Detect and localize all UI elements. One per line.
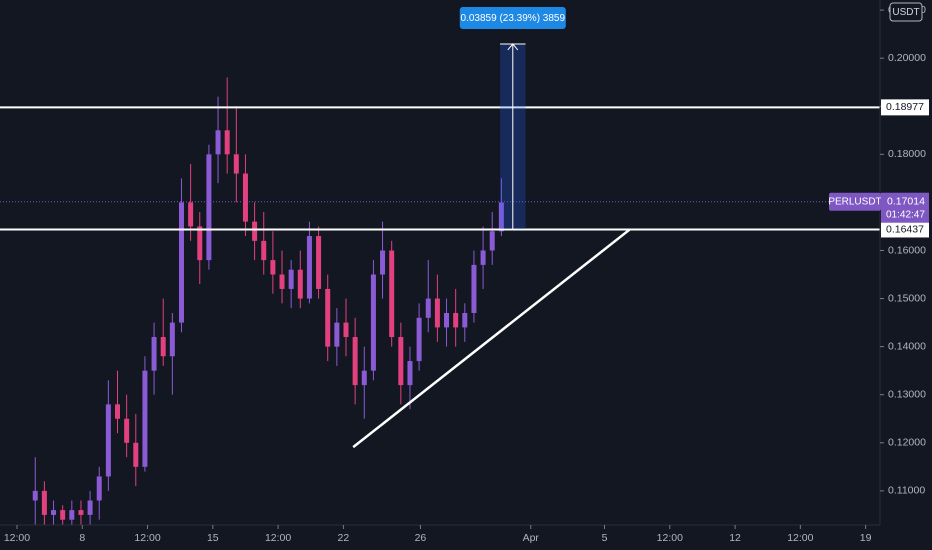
candle-body xyxy=(489,231,495,251)
currency-badge[interactable] xyxy=(889,2,923,22)
measure-label: 0.03859 (23.39%) 3859 xyxy=(461,13,566,24)
currency-label[interactable]: USDT xyxy=(892,7,919,18)
candle-body xyxy=(407,361,413,386)
countdown: 01:42:47 xyxy=(886,209,925,220)
y-tick-label: 0.18000 xyxy=(888,148,926,160)
candle-body xyxy=(334,322,340,347)
candle-body xyxy=(361,370,367,386)
x-tick-label: 12:00 xyxy=(657,532,683,544)
x-tick-label: 12 xyxy=(729,532,741,544)
x-tick-label: 12:00 xyxy=(265,532,291,544)
candle-body xyxy=(151,337,157,371)
x-tick-label: 5 xyxy=(602,532,608,544)
candle-body xyxy=(242,173,248,222)
symbol-box xyxy=(829,192,881,211)
y-tick-label: 0.14000 xyxy=(888,340,926,352)
candle-body xyxy=(60,510,66,520)
candle-body xyxy=(453,312,459,328)
candle-body xyxy=(352,337,358,386)
candle-body xyxy=(133,442,139,467)
price-label: 0.18977 xyxy=(886,101,924,113)
candle-body xyxy=(498,202,504,232)
candle-body xyxy=(425,298,431,318)
candle-body xyxy=(279,274,285,289)
candle-body xyxy=(160,337,166,357)
candle-body xyxy=(51,510,57,515)
candle-body xyxy=(169,322,175,357)
candle-body xyxy=(343,322,349,338)
candle-body xyxy=(78,510,84,515)
candle-body xyxy=(252,221,258,241)
candle-body xyxy=(215,130,221,155)
candle-body xyxy=(115,404,121,419)
candle-body xyxy=(480,250,486,265)
measure-label-box xyxy=(459,7,566,29)
candle-body xyxy=(398,337,404,386)
candle-body xyxy=(105,404,111,477)
candle-body xyxy=(69,510,75,520)
candle-body xyxy=(288,269,294,289)
y-tick-label: 0.15000 xyxy=(888,292,926,304)
x-tick-label: 19 xyxy=(860,532,872,544)
candle-body xyxy=(233,154,239,174)
last-price: 0.17014 xyxy=(887,196,925,208)
x-tick-label: 22 xyxy=(338,532,350,544)
y-tick-label: 0.13000 xyxy=(888,388,926,400)
trendline[interactable] xyxy=(352,228,631,449)
price-axis xyxy=(880,0,932,550)
x-tick-label: 15 xyxy=(207,532,219,544)
candle-body xyxy=(306,236,312,299)
candle-body xyxy=(96,476,102,501)
candle-body xyxy=(370,274,376,371)
y-tick-label: 0.11000 xyxy=(888,485,925,497)
x-tick-label: 8 xyxy=(79,532,85,544)
candle-body xyxy=(261,240,267,261)
candle-body xyxy=(224,130,230,155)
y-tick-label: 0.16000 xyxy=(888,244,926,256)
candle-body xyxy=(270,260,276,275)
x-tick-label: 12:00 xyxy=(787,532,813,544)
candle-body xyxy=(178,202,184,323)
time-axis xyxy=(0,525,932,550)
candle-body xyxy=(142,370,148,467)
price-label-box xyxy=(881,99,929,116)
candle-body xyxy=(297,269,303,299)
price-label: 0.16437 xyxy=(886,223,924,235)
candle-body xyxy=(188,202,194,227)
y-tick-label: 0.12000 xyxy=(888,437,926,449)
candle-body xyxy=(32,490,38,501)
candle-body xyxy=(206,154,212,261)
y-tick-label: 0.20000 xyxy=(888,52,926,64)
candle-body xyxy=(316,236,322,289)
price-label-box xyxy=(881,221,929,238)
last-price-box xyxy=(881,192,929,223)
candle-body xyxy=(325,288,331,347)
x-tick-label: Apr xyxy=(523,532,540,544)
candle-body xyxy=(380,250,386,275)
candle-body xyxy=(87,500,93,515)
candle-body xyxy=(197,226,203,261)
x-tick-label: 12:00 xyxy=(134,532,160,544)
candle-body xyxy=(471,264,477,313)
candle-body xyxy=(444,312,450,328)
candle-body xyxy=(124,418,130,443)
candle-body xyxy=(389,250,395,338)
candle-body xyxy=(434,298,440,328)
x-tick-label: 12:00 xyxy=(4,532,30,544)
candle-body xyxy=(416,317,422,362)
x-tick-label: 26 xyxy=(415,532,427,544)
candle-body xyxy=(41,490,47,515)
symbol-label: PERLUSDT xyxy=(828,196,881,207)
candle-body xyxy=(462,312,468,328)
